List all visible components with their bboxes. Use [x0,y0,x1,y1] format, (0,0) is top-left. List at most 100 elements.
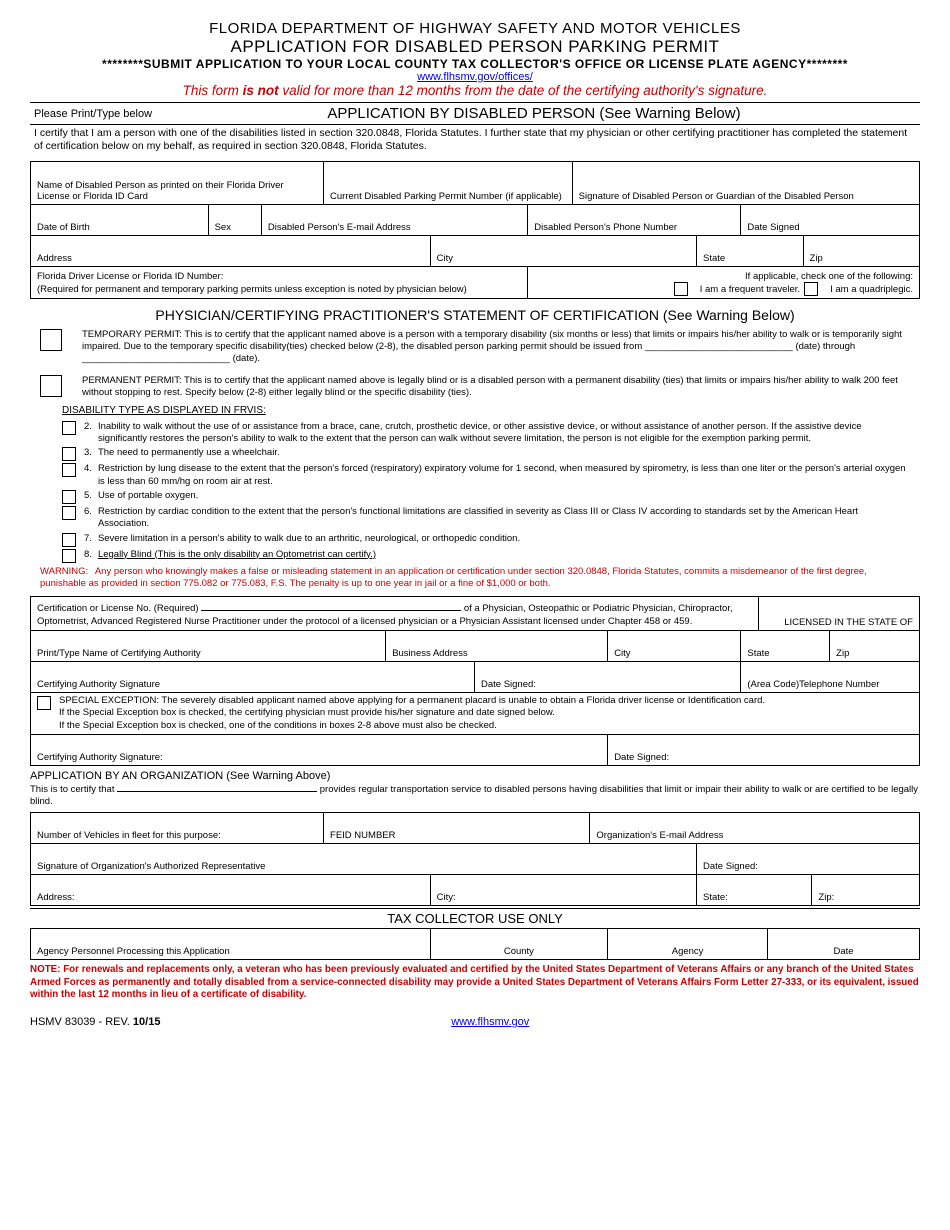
dept-name: FLORIDA DEPARTMENT OF HIGHWAY SAFETY AND… [30,20,920,37]
cert-tel-field[interactable]: (Area Code)Telephone Number [741,662,919,692]
applicable-checks: If applicable, check one of the followin… [528,267,919,298]
cert-name-field[interactable]: Print/Type Name of Certifying Authority [31,631,386,661]
special-exception-checkbox[interactable] [37,696,51,710]
disability-text: Inability to walk without the use of or … [98,421,910,446]
org-feid-field[interactable]: FEID NUMBER [324,813,590,843]
frequent-traveler-label: I am a frequent traveler. [700,284,800,295]
disability-checkbox[interactable] [62,463,76,477]
phone-field[interactable]: Disabled Person's Phone Number [528,205,741,235]
frequent-traveler-checkbox[interactable] [674,282,688,296]
disability-item: 4. Restriction by lung disease to the ext… [30,462,920,489]
cert-city-field[interactable]: City [608,631,741,661]
cert-zip-field[interactable]: Zip [830,631,919,661]
special-exception-row: SPECIAL EXCEPTION: The severely disabled… [31,693,919,735]
disability-item: 8. Legally Blind (This is the only disabi… [30,548,920,564]
disability-text: The need to permanently use a wheelchair… [98,447,910,459]
org-title: APPLICATION BY AN ORGANIZATION (See Warn… [30,770,920,782]
cert-bus-addr-field[interactable]: Business Address [386,631,608,661]
tax-personnel-field[interactable]: Agency Personnel Processing this Applica… [31,929,431,959]
disability-checkbox[interactable] [62,421,76,435]
cert-date-field[interactable]: Date Signed: [475,662,741,692]
dob-field[interactable]: Date of Birth [31,205,209,235]
disability-number: 5. [84,490,92,502]
quadriplegic-label: I am a quadriplegic. [830,284,913,295]
org-email-field[interactable]: Organization's E-mail Address [590,813,919,843]
disability-number: 4. [84,463,92,475]
physician-header: PHYSICIAN/CERTIFYING PRACTITIONER'S STAT… [30,307,920,323]
name-field[interactable]: Name of Disabled Person as printed on th… [31,162,324,204]
quadriplegic-checkbox[interactable] [804,282,818,296]
org-vehicles-field[interactable]: Number of Vehicles in fleet for this pur… [31,813,324,843]
org-grid: Number of Vehicles in fleet for this pur… [30,812,920,906]
disability-number: 7. [84,533,92,545]
print-type-label: Please Print/Type below [34,108,152,120]
org-cert-text: This is to certify that provides regular… [30,782,920,809]
zip-field[interactable]: Zip [804,236,919,266]
org-section: APPLICATION BY AN ORGANIZATION (See Warn… [30,770,920,809]
warning-full: WARNING: Any person who knowingly makes … [30,564,920,593]
section1-header: Please Print/Type below APPLICATION BY D… [30,102,920,125]
disability-checkbox[interactable] [62,490,76,504]
tax-header: TAX COLLECTOR USE ONLY [30,908,920,928]
disability-type-label: DISABILITY TYPE AS DISPLAYED IN FRVIS: [62,405,920,416]
disability-checkbox[interactable] [62,549,76,563]
tax-date-field[interactable]: Date [768,929,919,959]
disability-number: 3. [84,447,92,459]
disability-text: Use of portable oxygen. [98,490,910,502]
cert-sig-field[interactable]: Certifying Authority Signature [31,662,475,692]
date-signed-field[interactable]: Date Signed [741,205,919,235]
org-city-field[interactable]: City: [431,875,697,905]
cert-date2-field[interactable]: Date Signed: [608,735,919,765]
disability-text: Restriction by lung disease to the exten… [98,463,910,488]
veteran-note: NOTE: For renewals and replacements only… [30,964,920,1002]
org-sig-field[interactable]: Signature of Organization's Authorized R… [31,844,697,874]
validity-warning: This form is not valid for more than 12 … [30,83,920,98]
disability-item: 2. Inability to walk without the use of o… [30,420,920,447]
org-state-field[interactable]: State: [697,875,812,905]
disability-item: 3. The need to permanently use a wheelcha… [30,446,920,462]
footer-link[interactable]: www.flhsmv.gov [451,1016,529,1028]
disability-number: 6. [84,506,92,518]
temp-permit-checkbox[interactable] [40,329,62,351]
tax-grid: Agency Personnel Processing this Applica… [30,928,920,960]
email-field[interactable]: Disabled Person's E-mail Address [262,205,528,235]
perm-permit-row: PERMANENT PERMIT: This is to certify tha… [30,373,920,401]
state-field[interactable]: State [697,236,804,266]
city-field[interactable]: City [431,236,697,266]
disability-checkbox[interactable] [62,533,76,547]
tax-agency-field[interactable]: Agency [608,929,768,959]
submit-instruction: ********SUBMIT APPLICATION TO YOUR LOCAL… [30,57,920,71]
sex-field[interactable]: Sex [209,205,262,235]
applicant-certification-text: I certify that I am a person with one of… [30,125,920,155]
licensed-state-field[interactable]: LICENSED IN THE STATE OF [759,597,919,630]
temp-permit-text: TEMPORARY PERMIT: This is to certify tha… [82,329,910,365]
cert-license-row[interactable]: Certification or License No. (Required) … [31,597,759,630]
disability-checkbox[interactable] [62,506,76,520]
disability-checkbox[interactable] [62,447,76,461]
tax-county-field[interactable]: County [431,929,609,959]
org-addr-field[interactable]: Address: [31,875,431,905]
cert-sig2-field[interactable]: Certifying Authority Signature: [31,735,608,765]
permit-number-field[interactable]: Current Disabled Parking Permit Number (… [324,162,573,204]
disability-text: Restriction by cardiac condition to the … [98,506,910,531]
disability-items-list: 2. Inability to walk without the use of o… [30,420,920,564]
disability-text: Legally Blind (This is the only disabili… [98,549,910,561]
disability-number: 2. [84,421,92,433]
org-zip-field[interactable]: Zip: [812,875,919,905]
offices-link[interactable]: www.flhsmv.gov/offices/ [417,71,533,83]
cert-authority-box: Certification or License No. (Required) … [30,596,920,766]
footer: HSMV 83039 - REV. 10/15 www.flhsmv.gov [30,1016,920,1028]
disability-item: 6. Restriction by cardiac condition to th… [30,505,920,532]
signature-field[interactable]: Signature of Disabled Person or Guardian… [573,162,919,204]
dl-number-field[interactable]: Florida Driver License or Florida ID Num… [31,267,528,298]
temp-permit-row: TEMPORARY PERMIT: This is to certify tha… [30,327,920,367]
address-field[interactable]: Address [31,236,431,266]
application-by-disabled: APPLICATION BY DISABLED PERSON (See Warn… [152,105,916,122]
org-date-field[interactable]: Date Signed: [697,844,919,874]
cert-state-field[interactable]: State [741,631,830,661]
perm-permit-checkbox[interactable] [40,375,62,397]
form-number: HSMV 83039 - REV. 10/15 [30,1016,160,1028]
disability-number: 8. [84,549,92,561]
form-title: APPLICATION FOR DISABLED PERSON PARKING … [30,37,920,57]
check-one-label: If applicable, check one of the followin… [534,271,913,282]
